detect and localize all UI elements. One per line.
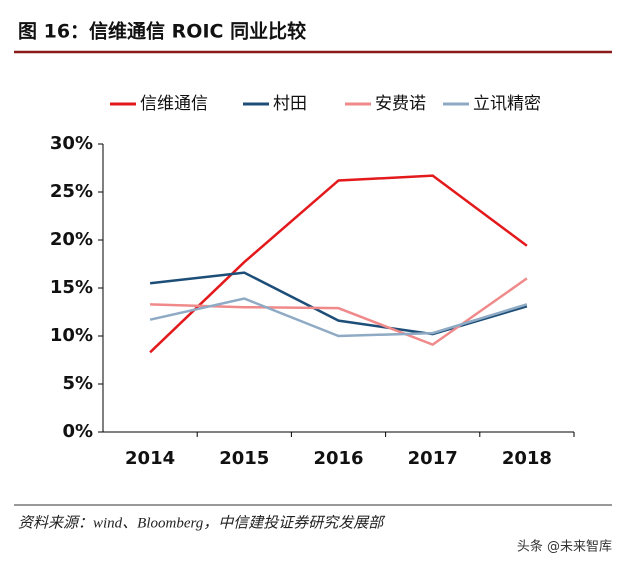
legend-label: 村田 bbox=[273, 94, 307, 114]
series-line bbox=[149, 271, 528, 336]
source-note: 资料来源：wind、Bloomberg，中信建投证券研究发展部 bbox=[18, 514, 386, 531]
chart-title: 图 16：信维通信 ROIC 同业比较 bbox=[18, 20, 306, 43]
series-line bbox=[149, 174, 528, 354]
x-tick-label: 2014 bbox=[125, 448, 175, 469]
y-tick-label: 15% bbox=[50, 277, 93, 298]
series-line bbox=[149, 297, 528, 338]
legend-label: 安费诺 bbox=[375, 94, 426, 114]
y-tick-label: 5% bbox=[62, 373, 93, 394]
legend-label: 信维通信 bbox=[140, 94, 208, 114]
y-tick-label: 30% bbox=[50, 133, 93, 154]
x-tick-label: 2015 bbox=[219, 448, 269, 469]
watermark: 头条 @未来智库 bbox=[517, 539, 612, 555]
y-tick-label: 25% bbox=[50, 181, 93, 202]
y-tick-label: 20% bbox=[50, 229, 93, 250]
x-tick-label: 2017 bbox=[408, 448, 458, 469]
y-tick-label: 10% bbox=[50, 325, 93, 346]
legend-label: 立讯精密 bbox=[473, 94, 541, 114]
x-tick-label: 2018 bbox=[502, 448, 552, 469]
y-tick-label: 0% bbox=[62, 421, 93, 442]
x-tick-label: 2016 bbox=[313, 448, 363, 469]
